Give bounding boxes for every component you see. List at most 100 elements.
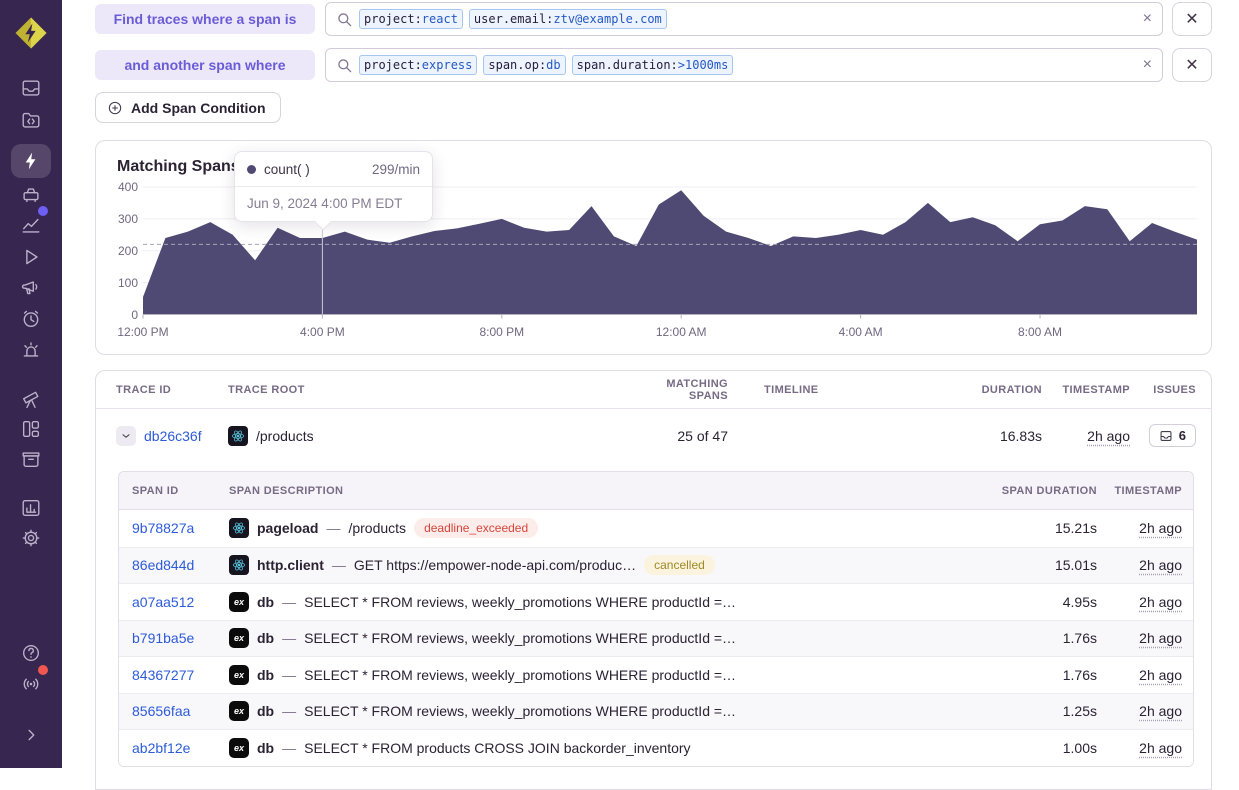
sidebar-item-whats-new[interactable] (11, 665, 51, 701)
remove-condition-button-2[interactable]: ✕ (1172, 48, 1212, 82)
clear-search-icon-1[interactable]: × (1142, 10, 1152, 27)
filter-token[interactable]: span.duration:>1000ms (571, 55, 734, 75)
sidebar-item-discover[interactable] (11, 382, 51, 416)
trace-id-link[interactable]: db26c36f (144, 428, 202, 444)
condition-label-2: and another span where (95, 50, 315, 80)
filter-token[interactable]: user.email:ztv@example.com (468, 9, 667, 29)
span-id-link[interactable]: ab2bf12e (132, 739, 191, 756)
alerts-icon (23, 342, 39, 357)
sidebar-item-collapse[interactable] (11, 718, 51, 752)
span-op: db (257, 703, 275, 720)
span-timestamp: 2h ago (1139, 557, 1182, 574)
span-duration-value: 1.00s (1062, 739, 1097, 756)
add-span-condition-button[interactable]: Add Span Condition (95, 92, 281, 123)
span-op: db (257, 739, 275, 756)
feedback-icon (21, 281, 38, 295)
express-project-icon: ex (229, 701, 249, 722)
span-row: 85656faa ex db — SELECT * FROM reviews, … (119, 692, 1193, 729)
projects-icon (22, 112, 40, 128)
span-id-link[interactable]: a07aa512 (132, 593, 195, 610)
sidebar-item-issues[interactable] (11, 71, 51, 105)
span-duration-value: 15.21s (1054, 520, 1097, 537)
collapse-icon (28, 729, 35, 741)
chart-tooltip: count( ) 299/min Jun 9, 2024 4:00 PM EDT (234, 151, 433, 230)
separator: — (282, 739, 297, 756)
span-row: 86ed844d http.client — GET https://empow… (119, 546, 1193, 583)
col-timeline: Timeline (764, 383, 819, 396)
span-description-text: SELECT * FROM reviews, weekly_promotions… (304, 593, 737, 610)
col-span-description: Span Description (229, 484, 344, 497)
span-id-link[interactable]: 85656faa (132, 703, 191, 720)
span-search-input-1[interactable]: project:react user.email:ztv@example.com … (325, 2, 1163, 36)
span-description-text: SELECT * FROM products CROSS JOIN backor… (304, 739, 691, 756)
sidebar-item-alerts[interactable] (11, 333, 51, 367)
span-id-link[interactable]: b791ba5e (132, 630, 195, 647)
span-timestamp: 2h ago (1139, 630, 1182, 647)
span-id-link[interactable]: 84367277 (132, 666, 195, 683)
span-row: 9b78827a pageload — /products deadline_e… (119, 510, 1193, 547)
matching-spans-chart-panel: Matching Spans 0 100 200 300 400 12:00 PM 4:00… (95, 140, 1212, 355)
sidebar-item-stats[interactable] (11, 491, 51, 525)
span-id-link[interactable]: 86ed844d (132, 557, 195, 574)
releases-icon (22, 452, 40, 468)
col-matching-spans: Matching Spans (666, 377, 728, 402)
sidebar-item-replays[interactable] (11, 240, 51, 274)
separator: — (282, 630, 297, 647)
y-axis-tick: 200 (117, 243, 138, 258)
trace-issues-badge[interactable]: 6 (1148, 424, 1196, 448)
issues-icon (22, 80, 40, 96)
tooltip-timestamp: Jun 9, 2024 4:00 PM EDT (247, 196, 403, 211)
sidebar-item-profiling[interactable] (11, 178, 51, 212)
x-axis-tick: 12:00 AM (655, 325, 707, 339)
tooltip-value: 299/min (371, 162, 420, 177)
sidebar-item-projects[interactable] (11, 103, 51, 137)
express-project-icon: ex (229, 591, 249, 612)
sidebar-item-dashboards[interactable] (11, 412, 51, 446)
y-axis-tick: 300 (117, 211, 138, 226)
dashboards-icon (22, 420, 40, 438)
matching-spans-count: 25 of 47 (677, 428, 728, 444)
separator: — (282, 593, 297, 610)
help-icon (22, 644, 40, 662)
y-axis-tick: 100 (117, 275, 138, 290)
sidebar-item-insights[interactable] (11, 206, 51, 242)
span-duration-value: 4.95s (1062, 593, 1097, 610)
span-op: pageload (257, 520, 319, 537)
span-timestamp: 2h ago (1139, 593, 1182, 610)
col-trace-id: Trace ID (116, 383, 172, 396)
sentry-logo[interactable] (13, 15, 49, 51)
span-description-text: SELECT * FROM reviews, weekly_promotions… (304, 666, 737, 683)
collapse-trace-button[interactable] (116, 426, 136, 446)
sidebar-item-help[interactable] (11, 636, 51, 670)
sidebar-item-feedback[interactable] (11, 271, 51, 305)
span-search-input-2[interactable]: project:express span.op:db span.duration:>… (325, 48, 1163, 82)
plus-circle-icon (108, 101, 122, 114)
sidebar-item-traces[interactable] (11, 144, 51, 178)
y-axis-tick: 0 (131, 307, 138, 322)
sidebar-item-crons[interactable] (11, 302, 51, 336)
trace-root-name[interactable]: /products (256, 428, 314, 444)
series-dot (247, 165, 256, 174)
filter-token[interactable]: project:react (359, 9, 463, 29)
x-axis-tick: 4:00 PM (300, 325, 345, 339)
profiling-icon (23, 188, 39, 203)
remove-condition-button-1[interactable]: ✕ (1172, 2, 1212, 36)
span-id-link[interactable]: 9b78827a (132, 520, 195, 537)
sidebar-item-settings[interactable] (11, 521, 51, 555)
x-axis-tick: 8:00 PM (479, 325, 525, 339)
search-icon (338, 58, 352, 72)
issues-icon (1160, 430, 1172, 441)
span-row: 84367277 ex db — SELECT * FROM reviews, … (119, 656, 1193, 693)
clear-search-icon-2[interactable]: × (1142, 56, 1152, 73)
col-duration: Duration (981, 383, 1042, 396)
sidebar (0, 0, 62, 768)
span-op: db (257, 593, 275, 610)
filter-token[interactable]: project:express (359, 55, 478, 75)
filter-token[interactable]: span.op:db (483, 55, 566, 75)
express-project-icon: ex (229, 664, 249, 685)
traces-icon (25, 152, 36, 170)
sidebar-item-releases[interactable] (11, 442, 51, 476)
span-op: db (257, 666, 275, 683)
span-duration-value: 15.01s (1054, 557, 1097, 574)
col-span-duration: Span Duration (1001, 484, 1097, 497)
